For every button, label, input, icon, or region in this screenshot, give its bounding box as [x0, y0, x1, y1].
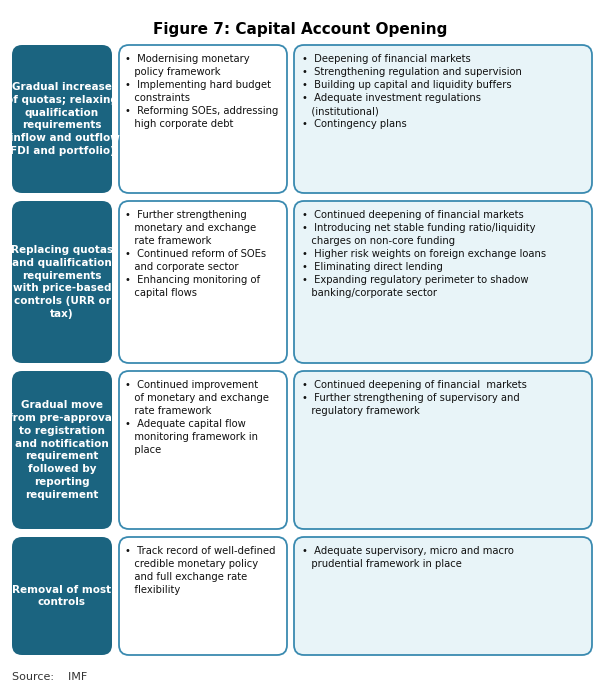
Text: Gradual increase
of quotas; relaxing
qualification
requirements
(inflow and outf: Gradual increase of quotas; relaxing qua… [5, 82, 119, 156]
Text: •  Deepening of financial markets
•  Strengthening regulation and supervision
• : • Deepening of financial markets • Stren… [302, 54, 522, 130]
Text: •  Continued improvement
   of monetary and exchange
   rate framework
•  Adequa: • Continued improvement of monetary and … [125, 380, 269, 455]
Text: •  Continued deepening of financial  markets
•  Further strengthening of supervi: • Continued deepening of financial marke… [302, 380, 527, 416]
FancyBboxPatch shape [294, 371, 592, 529]
Text: Source:    IMF: Source: IMF [12, 672, 87, 682]
FancyBboxPatch shape [119, 537, 287, 655]
Text: Removal of most
controls: Removal of most controls [13, 584, 112, 608]
Text: •  Modernising monetary
   policy framework
•  Implementing hard budget
   const: • Modernising monetary policy framework … [125, 54, 278, 130]
Text: •  Continued deepening of financial markets
•  Introducing net stable funding ra: • Continued deepening of financial marke… [302, 210, 546, 298]
FancyBboxPatch shape [119, 371, 287, 529]
Text: Replacing quotas
and qualification
requirements
with price-based
controls (URR o: Replacing quotas and qualification requi… [11, 245, 113, 319]
FancyBboxPatch shape [119, 201, 287, 363]
FancyBboxPatch shape [294, 201, 592, 363]
Text: •  Further strengthening
   monetary and exchange
   rate framework
•  Continued: • Further strengthening monetary and exc… [125, 210, 266, 298]
FancyBboxPatch shape [119, 45, 287, 193]
FancyBboxPatch shape [294, 537, 592, 655]
FancyBboxPatch shape [294, 45, 592, 193]
Text: Gradual move
from pre-approval
to registration
and notification
requirement
foll: Gradual move from pre-approval to regist… [8, 400, 116, 500]
Text: •  Track record of well-defined
   credible monetary policy
   and full exchange: • Track record of well-defined credible … [125, 546, 275, 595]
FancyBboxPatch shape [12, 537, 112, 655]
FancyBboxPatch shape [12, 201, 112, 363]
Text: •  Adequate supervisory, micro and macro
   prudential framework in place: • Adequate supervisory, micro and macro … [302, 546, 514, 569]
Text: Figure 7: Capital Account Opening: Figure 7: Capital Account Opening [153, 22, 447, 37]
FancyBboxPatch shape [12, 45, 112, 193]
FancyBboxPatch shape [12, 371, 112, 529]
